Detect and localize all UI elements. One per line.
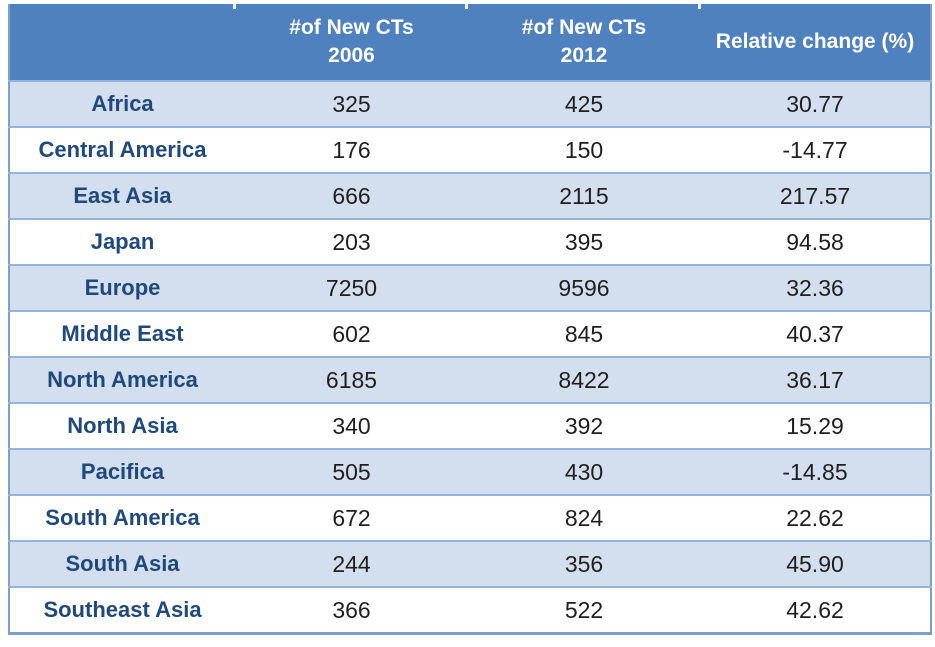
region-cell: South Asia: [9, 540, 235, 587]
region-cell: Central America: [9, 126, 235, 173]
column-header-region: [9, 4, 235, 81]
column-separator-tick: [698, 4, 701, 9]
table-row: East Asia 666 2115 217.57: [9, 172, 931, 219]
relative-change-cell: 217.57: [700, 172, 931, 219]
relative-change-cell: 45.90: [700, 540, 931, 587]
relative-change-cell: 40.37: [700, 310, 931, 357]
region-cell: North Asia: [9, 402, 235, 449]
ct-2006-cell: 672: [235, 494, 468, 541]
ct-2012-cell: 395: [468, 218, 700, 265]
table-row: Africa 325 425 30.77: [9, 80, 931, 127]
table-row: Pacifica 505 430 -14.85: [9, 448, 931, 495]
ct-2006-cell: 244: [235, 540, 468, 587]
region-cell: Middle East: [9, 310, 235, 357]
relative-change-cell: 32.36: [700, 264, 931, 311]
column-header-new-cts-2012: #of New CTs 2012: [468, 4, 700, 81]
table-row: South America 672 824 22.62: [9, 494, 931, 541]
region-cell: East Asia: [9, 172, 235, 219]
ct-2006-cell: 505: [235, 448, 468, 495]
relative-change-cell: 15.29: [700, 402, 931, 449]
ct-2006-cell: 602: [235, 310, 468, 357]
ct-2012-cell: 845: [468, 310, 700, 357]
relative-change-cell: 42.62: [700, 586, 931, 634]
table-row: Southeast Asia 366 522 42.62: [9, 586, 931, 634]
region-cell: Southeast Asia: [9, 586, 235, 634]
table-row: North Asia 340 392 15.29: [9, 402, 931, 449]
table-row: Japan 203 395 94.58: [9, 218, 931, 265]
ct-2006-cell: 203: [235, 218, 468, 265]
relative-change-cell: 36.17: [700, 356, 931, 403]
region-cell: South America: [9, 494, 235, 541]
ct-2012-cell: 8422: [468, 356, 700, 403]
ct-2012-cell: 2115: [468, 172, 700, 219]
ct-2012-cell: 356: [468, 540, 700, 587]
ct-2006-cell: 176: [235, 126, 468, 173]
region-cell: Africa: [9, 80, 235, 127]
ct-2012-cell: 392: [468, 402, 700, 449]
ct-2006-cell: 366: [235, 586, 468, 634]
relative-change-cell: -14.77: [700, 126, 931, 173]
ct-2012-cell: 824: [468, 494, 700, 541]
header-row: #of New CTs 2006 #of New CTs 2012 Relati…: [9, 4, 931, 81]
region-cell: Pacifica: [9, 448, 235, 495]
ct-2006-cell: 7250: [235, 264, 468, 311]
ct-2006-cell: 340: [235, 402, 468, 449]
ct-table-frame: #of New CTs 2006 #of New CTs 2012 Relati…: [8, 4, 932, 635]
table-row: South Asia 244 356 45.90: [9, 540, 931, 587]
ct-2012-cell: 150: [468, 126, 700, 173]
ct-2012-cell: 430: [468, 448, 700, 495]
column-separator-tick: [233, 4, 236, 9]
relative-change-cell: -14.85: [700, 448, 931, 495]
region-cell: Europe: [9, 264, 235, 311]
ct-2006-cell: 6185: [235, 356, 468, 403]
column-separator-tick: [465, 4, 468, 9]
table-row: Central America 176 150 -14.77: [9, 126, 931, 173]
column-header-new-cts-2006: #of New CTs 2006: [235, 4, 468, 81]
ct-2006-cell: 666: [235, 172, 468, 219]
ct-2006-cell: 325: [235, 80, 468, 127]
relative-change-cell: 94.58: [700, 218, 931, 265]
column-header-relative-change: Relative change (%): [700, 4, 931, 81]
region-cell: North America: [9, 356, 235, 403]
new-cts-by-region-table: #of New CTs 2006 #of New CTs 2012 Relati…: [8, 4, 932, 635]
ct-2012-cell: 425: [468, 80, 700, 127]
ct-2012-cell: 522: [468, 586, 700, 634]
relative-change-cell: 22.62: [700, 494, 931, 541]
table-row: North America 6185 8422 36.17: [9, 356, 931, 403]
relative-change-cell: 30.77: [700, 80, 931, 127]
region-cell: Japan: [9, 218, 235, 265]
table-row: Europe 7250 9596 32.36: [9, 264, 931, 311]
table-row: Middle East 602 845 40.37: [9, 310, 931, 357]
ct-2012-cell: 9596: [468, 264, 700, 311]
